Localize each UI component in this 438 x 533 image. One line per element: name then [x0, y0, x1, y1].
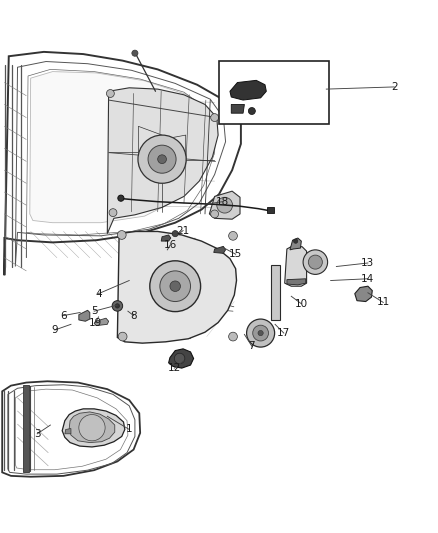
Circle shape — [211, 114, 219, 122]
Circle shape — [132, 50, 138, 56]
Text: 4: 4 — [95, 289, 102, 298]
Circle shape — [303, 250, 328, 274]
Text: 21: 21 — [177, 225, 190, 236]
Text: 9: 9 — [51, 325, 58, 335]
Polygon shape — [209, 191, 240, 219]
Polygon shape — [62, 409, 125, 447]
Circle shape — [106, 90, 114, 98]
Circle shape — [247, 319, 275, 347]
Bar — [219, 61, 328, 124]
Text: 13: 13 — [361, 258, 374, 268]
Circle shape — [138, 135, 186, 183]
Circle shape — [150, 261, 201, 312]
Circle shape — [248, 108, 255, 115]
Text: 6: 6 — [60, 311, 67, 320]
Polygon shape — [287, 279, 306, 285]
Text: 1: 1 — [126, 424, 133, 434]
Circle shape — [124, 308, 130, 313]
Polygon shape — [231, 104, 244, 113]
Polygon shape — [169, 349, 194, 368]
Polygon shape — [79, 310, 90, 321]
Circle shape — [121, 304, 133, 317]
Circle shape — [258, 330, 263, 336]
Circle shape — [253, 325, 268, 341]
Circle shape — [109, 209, 117, 216]
Circle shape — [115, 304, 120, 308]
Text: 19: 19 — [89, 318, 102, 328]
Text: 15: 15 — [229, 249, 242, 259]
Circle shape — [79, 415, 105, 441]
Text: 5: 5 — [91, 306, 98, 316]
Circle shape — [158, 155, 166, 164]
Text: 18: 18 — [216, 197, 229, 207]
Text: 3: 3 — [34, 429, 41, 439]
Text: 8: 8 — [130, 311, 137, 320]
Polygon shape — [285, 246, 307, 286]
Circle shape — [217, 197, 233, 213]
Circle shape — [112, 301, 123, 311]
Polygon shape — [267, 207, 274, 213]
Text: 12: 12 — [168, 363, 181, 373]
Circle shape — [118, 332, 127, 341]
Polygon shape — [214, 246, 226, 253]
Text: 10: 10 — [295, 298, 308, 309]
Polygon shape — [161, 235, 171, 241]
Circle shape — [160, 271, 191, 302]
Text: 14: 14 — [361, 274, 374, 284]
Polygon shape — [117, 231, 237, 343]
Polygon shape — [94, 318, 109, 326]
Circle shape — [229, 332, 237, 341]
Bar — [271, 265, 280, 320]
Circle shape — [293, 239, 298, 243]
Circle shape — [308, 255, 322, 269]
Text: 17: 17 — [277, 328, 290, 338]
Polygon shape — [230, 80, 266, 100]
Circle shape — [172, 231, 178, 237]
Text: 7: 7 — [248, 341, 255, 351]
Circle shape — [117, 231, 126, 239]
Polygon shape — [65, 429, 71, 434]
Polygon shape — [30, 71, 209, 223]
Polygon shape — [290, 238, 301, 250]
Circle shape — [118, 195, 124, 201]
Circle shape — [229, 231, 237, 240]
Polygon shape — [355, 286, 372, 302]
Circle shape — [170, 281, 180, 292]
Circle shape — [211, 210, 219, 218]
Bar — [23, 385, 29, 472]
Circle shape — [174, 353, 185, 364]
Text: 11: 11 — [377, 297, 390, 308]
Text: 2: 2 — [391, 82, 398, 92]
Text: 16: 16 — [163, 240, 177, 251]
Polygon shape — [107, 88, 218, 233]
Circle shape — [148, 145, 176, 173]
Polygon shape — [69, 412, 115, 442]
